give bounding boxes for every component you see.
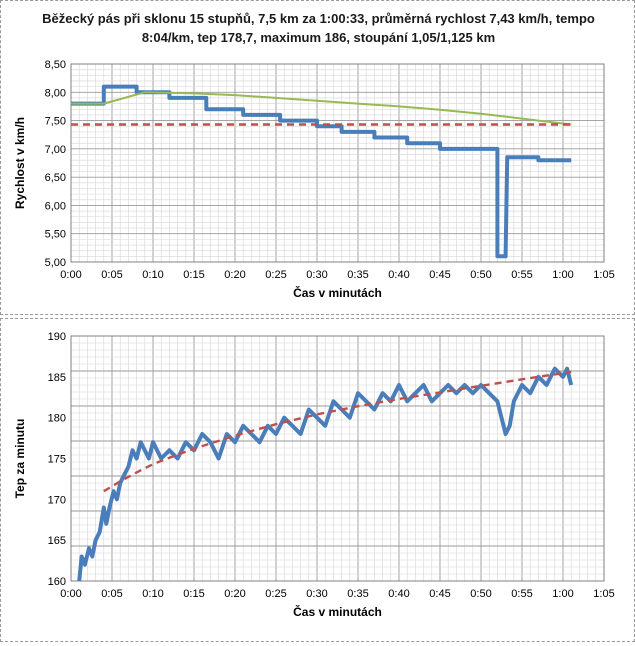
x-tick-label: 0:35 <box>347 588 368 600</box>
series-group <box>77 366 574 582</box>
x-tick-label: 0:55 <box>511 269 532 281</box>
plot-area <box>71 64 604 262</box>
x-axis-title: Čas v minutách <box>293 285 382 300</box>
y-axis-title: Rychlost v km/h <box>13 117 27 209</box>
chart-title: Běžecký pás při sklonu 15 stupňů, 7,5 km… <box>42 11 595 45</box>
y-tick-label: 6,50 <box>45 172 66 184</box>
y-tick-label: 175 <box>48 454 66 466</box>
x-tick-label: 1:00 <box>552 269 573 281</box>
x-tick-labels: 0:00 0:05 0:10 0:15 0:20 0:25 0:30 0:35 0:40 0:45… <box>60 588 614 600</box>
x-tick-label: 0:45 <box>429 588 450 600</box>
x-tick-label: 0:20 <box>224 588 245 600</box>
x-tick-label: 0:55 <box>511 588 532 600</box>
x-tick-label: 0:25 <box>265 269 286 281</box>
x-tick-label: 0:25 <box>265 588 286 600</box>
speed-chart-panel: Běžecký pás při sklonu 15 stupňů, 7,5 km… <box>0 0 635 315</box>
x-tick-label: 0:15 <box>183 269 204 281</box>
heart-rate-chart: 0:00 0:05 0:10 0:15 0:20 0:25 0:30 0:35 0:40 0:45… <box>13 331 615 619</box>
x-tick-label: 0:00 <box>60 588 81 600</box>
x-tick-labels: 0:00 0:05 0:10 0:15 0:20 0:25 0:30 0:35 0:40 0:45… <box>60 269 614 281</box>
y-tick-labels: 160 165 170 175 180 185 190 <box>48 331 66 588</box>
speed-chart: 0:00 0:05 0:10 0:15 0:20 0:25 0:30 0:35 0:40 0:45… <box>13 59 615 300</box>
trend-line <box>103 370 572 493</box>
y-tick-label: 7,50 <box>45 116 66 128</box>
x-tick-label: 0:20 <box>224 269 245 281</box>
y-tick-label: 180 <box>48 413 66 425</box>
plot-border <box>70 335 605 582</box>
x-tick-label: 0:05 <box>101 269 122 281</box>
y-tick-label: 185 <box>48 372 66 384</box>
x-tick-label: 0:05 <box>101 588 122 600</box>
y-tick-label: 160 <box>48 576 66 588</box>
x-tick-label: 0:50 <box>470 269 491 281</box>
x-tick-label: 0:30 <box>306 588 327 600</box>
x-tick-label: 0:40 <box>388 269 409 281</box>
series-group <box>71 84 572 259</box>
x-tick-label: 1:05 <box>593 269 614 281</box>
x-tick-label: 0:45 <box>429 269 450 281</box>
x-tick-label: 0:50 <box>470 588 491 600</box>
x-axis-title: Čas v minutách <box>293 604 382 619</box>
smoothed-line <box>71 91 572 126</box>
y-tick-label: 7,00 <box>45 144 66 156</box>
x-tick-label: 0:40 <box>388 588 409 600</box>
plot-border <box>70 63 605 263</box>
y-tick-label: 165 <box>48 535 66 547</box>
y-tick-labels: 5,00 5,50 6,00 6,50 7,00 7,50 8,00 8,50 <box>45 59 66 269</box>
x-tick-label: 1:05 <box>593 588 614 600</box>
x-tick-label: 0:30 <box>306 269 327 281</box>
y-tick-label: 190 <box>48 331 66 343</box>
x-tick-label: 1:00 <box>552 588 573 600</box>
heart-rate-chart-panel: 0:00 0:05 0:10 0:15 0:20 0:25 0:30 0:35 0:40 0:45… <box>0 318 635 642</box>
y-axis-title: Tep za minutu <box>13 419 27 499</box>
x-tick-label: 0:15 <box>183 588 204 600</box>
gridlines <box>70 63 605 263</box>
y-tick-label: 6,00 <box>45 200 66 212</box>
y-tick-label: 8,00 <box>45 87 66 99</box>
y-tick-label: 5,00 <box>45 257 66 269</box>
x-tick-label: 0:10 <box>142 588 163 600</box>
y-tick-label: 170 <box>48 494 66 506</box>
y-tick-label: 5,50 <box>45 229 66 241</box>
x-tick-label: 0:10 <box>142 269 163 281</box>
x-tick-label: 0:00 <box>60 269 81 281</box>
y-tick-label: 8,50 <box>45 59 66 71</box>
x-tick-label: 0:35 <box>347 269 368 281</box>
